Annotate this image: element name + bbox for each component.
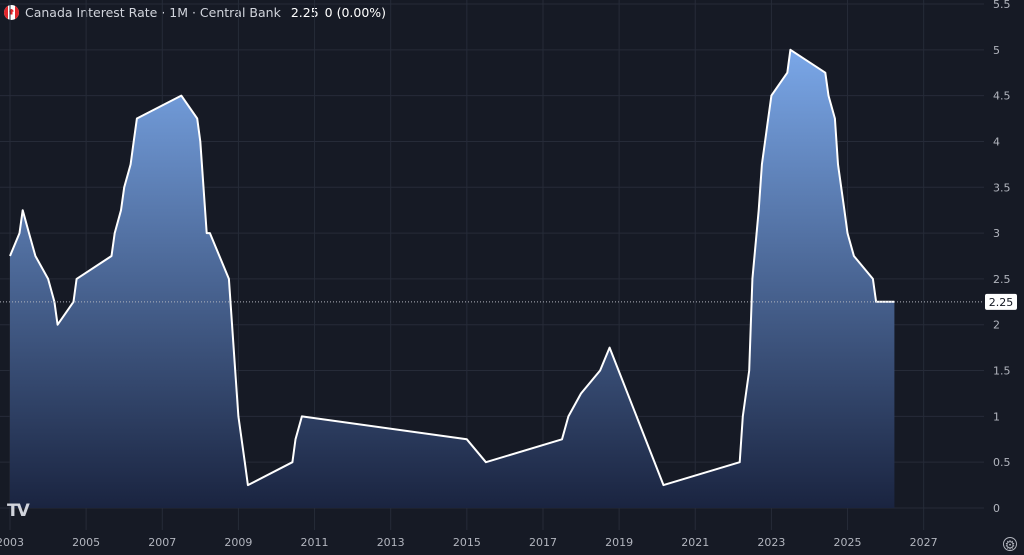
y-tick-label: 1.5 <box>993 365 1011 378</box>
x-tick-label: 2025 <box>834 536 862 549</box>
x-tick-label: 2013 <box>377 536 405 549</box>
value-change: 0 (0.00%) <box>324 4 387 20</box>
chart-header: Canada Interest Rate · 1M · Central Bank… <box>4 3 386 21</box>
y-tick-label: 1 <box>993 410 1000 423</box>
tradingview-logo[interactable]: TV <box>7 501 30 521</box>
x-tick-label: 2023 <box>757 536 785 549</box>
x-tick-label: 2009 <box>224 536 252 549</box>
x-tick-label: 2017 <box>529 536 557 549</box>
y-axis[interactable]: 0 0.5 1 1.5 2 2.5 3 3.5 4 4.5 5 5.5 <box>993 0 1011 515</box>
y-tick-label: 0 <box>993 502 1000 515</box>
canada-flag-icon <box>4 4 19 20</box>
symbol-title[interactable]: Canada Interest Rate · 1M · Central Bank <box>25 4 281 20</box>
x-axis[interactable]: 2003 2005 2007 2009 2011 2013 2015 2017 2019 2021… <box>0 536 938 549</box>
series-area <box>10 49 895 509</box>
y-tick-label: 3 <box>993 227 1000 240</box>
x-tick-label: 2019 <box>605 536 633 549</box>
y-tick-label: 4 <box>993 135 1000 148</box>
x-tick-label: 2011 <box>301 536 329 549</box>
y-tick-label: 5 <box>993 44 1000 57</box>
x-tick-label: 2015 <box>453 536 481 549</box>
y-tick-label: 2.5 <box>993 273 1011 286</box>
y-tick-label: 2 <box>993 319 1000 332</box>
settings-gear-icon[interactable]: ⚙ <box>1003 537 1017 552</box>
last-value-label-text: 2.25 <box>989 296 1014 309</box>
x-tick-label: 2003 <box>0 536 24 549</box>
y-tick-label: 0.5 <box>993 456 1011 469</box>
series-line <box>9 48 895 487</box>
x-tick-label: 2007 <box>148 536 176 549</box>
last-value-label: 2.25 <box>985 293 1017 310</box>
y-tick-label: 5.5 <box>993 0 1011 11</box>
y-tick-label: 4.5 <box>993 90 1011 103</box>
x-tick-label: 2027 <box>910 536 938 549</box>
x-tick-label: 2021 <box>681 536 709 549</box>
last-value: 2.25 <box>290 4 319 20</box>
y-tick-label: 3.5 <box>993 181 1011 194</box>
x-tick-label: 2005 <box>72 536 100 549</box>
